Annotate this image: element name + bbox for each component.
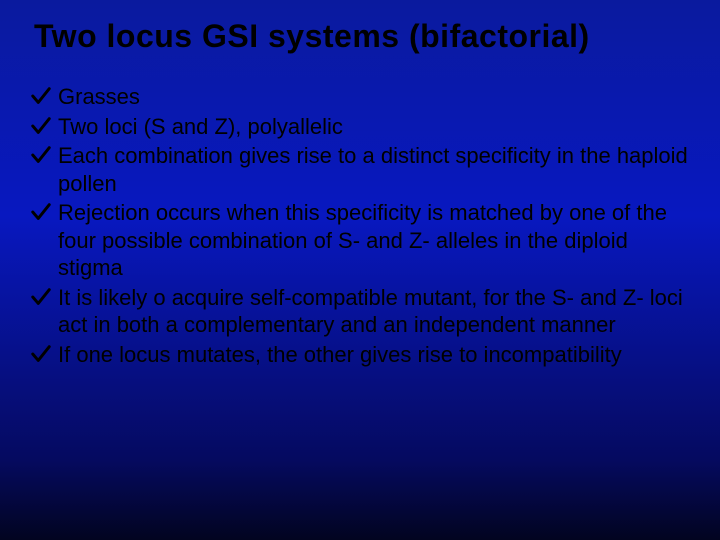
list-item: If one locus mutates, the other gives ri… [28, 341, 692, 369]
list-item: It is likely o acquire self-compatible m… [28, 284, 692, 339]
bullet-text: If one locus mutates, the other gives ri… [58, 342, 622, 367]
slide-title: Two locus GSI systems (bifactorial) [34, 18, 692, 55]
bullet-list: Grasses Two loci (S and Z), polyallelic … [28, 83, 692, 368]
list-item: Grasses [28, 83, 692, 111]
bullet-text: Each combination gives rise to a distinc… [58, 143, 688, 196]
bullet-text: Rejection occurs when this specificity i… [58, 200, 667, 280]
checkmark-icon [30, 85, 52, 107]
checkmark-icon [30, 201, 52, 223]
list-item: Rejection occurs when this specificity i… [28, 199, 692, 282]
checkmark-icon [30, 286, 52, 308]
bullet-text: Grasses [58, 84, 140, 109]
bullet-text: It is likely o acquire self-compatible m… [58, 285, 683, 338]
checkmark-icon [30, 343, 52, 365]
bullet-text: Two loci (S and Z), polyallelic [58, 114, 343, 139]
list-item: Two loci (S and Z), polyallelic [28, 113, 692, 141]
list-item: Each combination gives rise to a distinc… [28, 142, 692, 197]
checkmark-icon [30, 144, 52, 166]
checkmark-icon [30, 115, 52, 137]
